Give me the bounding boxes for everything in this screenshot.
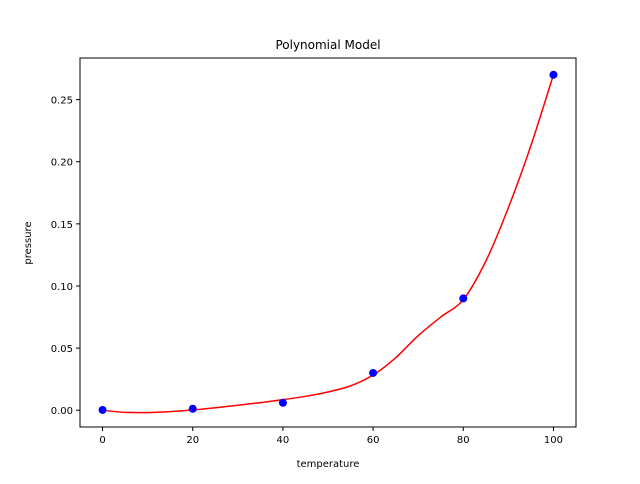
y-axis-label: pressure <box>23 221 34 264</box>
axes-frame <box>79 57 577 428</box>
y-tick-label: 0.10 <box>51 282 73 293</box>
chart-title: Polynomial Model <box>275 38 380 52</box>
y-tick-label: 0.05 <box>51 344 73 355</box>
x-axis: 0 20 40 60 80 100 <box>99 427 563 446</box>
data-point <box>188 404 197 413</box>
data-point <box>459 294 468 303</box>
x-tick-label: 40 <box>277 435 290 446</box>
x-tick-label: 20 <box>186 435 199 446</box>
y-tick-label: 0.20 <box>51 158 73 169</box>
x-axis-label: temperature <box>297 459 360 470</box>
x-tick-label: 100 <box>544 435 563 446</box>
data-point <box>549 70 558 79</box>
data-point <box>369 368 378 377</box>
y-tick-label: 0.15 <box>51 220 73 231</box>
fit-curve <box>102 74 555 414</box>
y-tick-label: 0.25 <box>51 96 73 107</box>
y-axis: 0.00 0.05 0.10 0.15 0.20 0.25 <box>51 96 80 417</box>
data-point <box>278 398 287 407</box>
plot-layer <box>98 70 558 414</box>
x-tick-label: 60 <box>367 435 380 446</box>
data-point <box>98 405 107 414</box>
y-tick-label: 0.00 <box>51 406 73 417</box>
x-tick-label: 0 <box>99 435 105 446</box>
x-tick-label: 80 <box>457 435 470 446</box>
